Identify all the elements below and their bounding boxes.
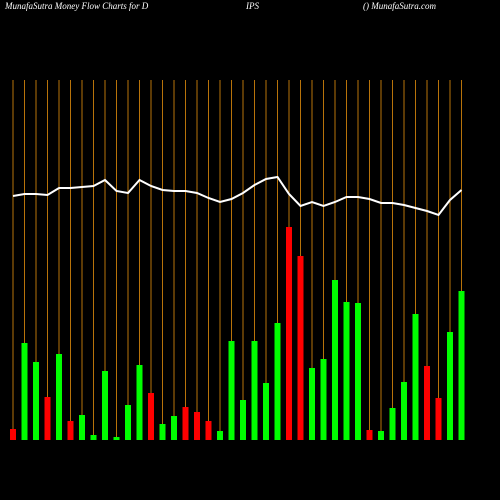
chart-title: () MunafaSutra.com [363,1,436,11]
bar [240,400,246,440]
bar [389,408,396,440]
bar [44,397,51,440]
bar [182,407,189,440]
bar [343,302,350,440]
bar [90,435,97,440]
bar [401,382,407,440]
bar [332,280,338,440]
bar [148,393,154,440]
bar [263,383,269,440]
bar [435,398,442,440]
bar [320,359,327,440]
bar [125,405,131,440]
bar [228,341,235,440]
bar [412,314,419,440]
bar [136,365,143,440]
bar [79,415,85,440]
bar [424,366,430,440]
bar [33,362,39,440]
bar [286,227,292,440]
bar [297,256,304,440]
chart-title: IPS [245,1,259,11]
bar [458,291,465,440]
bar [217,431,223,440]
bar [159,424,166,440]
bar [67,421,74,440]
bar [102,371,108,440]
bar [355,303,361,440]
bar [378,431,384,440]
bar [274,323,281,440]
bar [171,416,177,440]
line [12,175,463,217]
bar [10,429,16,440]
bar [205,421,212,440]
bar [366,430,373,440]
bar [56,354,62,440]
bar [194,412,200,440]
bar [309,368,315,440]
bar [447,332,453,440]
bar [251,341,258,440]
bar [113,437,120,440]
bar [21,343,28,440]
chart-title: MunafaSutra Money Flow Charts for D [4,1,149,11]
